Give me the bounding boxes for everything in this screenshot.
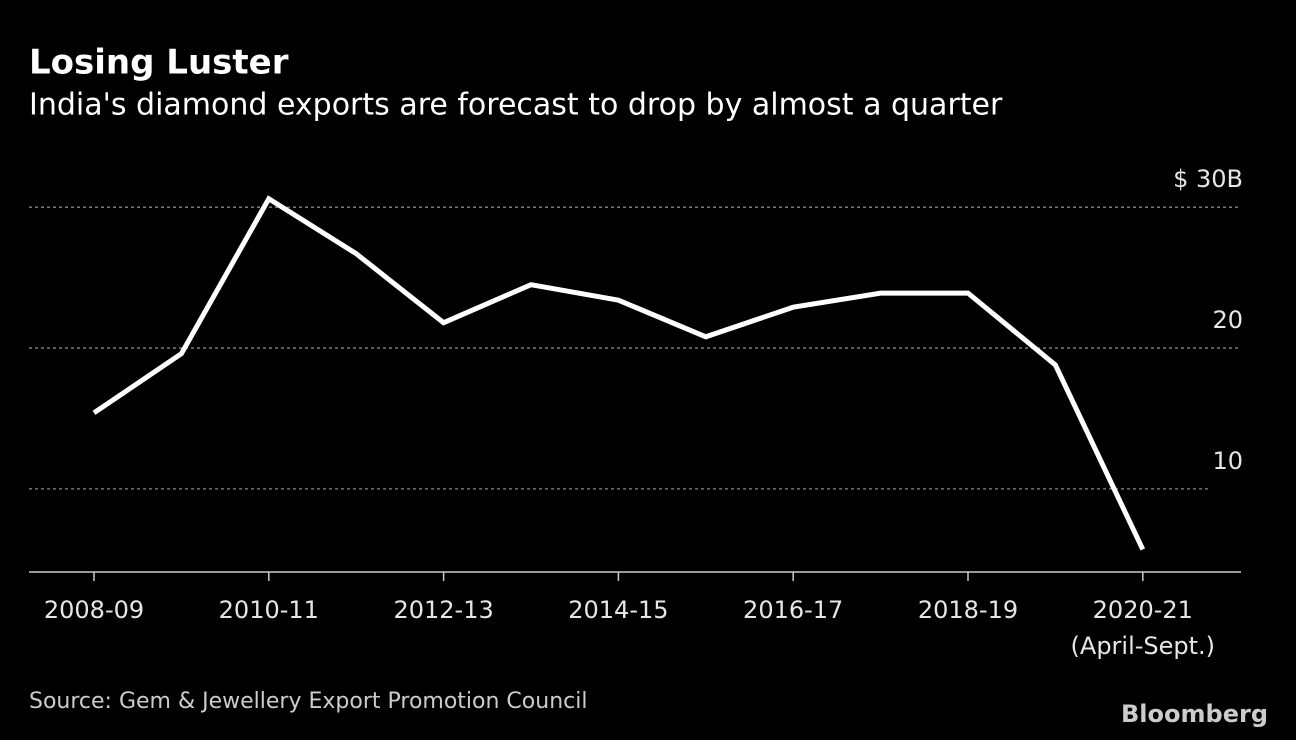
x-tick-label: 2014-15 [568, 596, 668, 624]
y-tick-label: $ 30B [1173, 165, 1243, 193]
x-tick-label: 2008-09 [44, 596, 144, 624]
x-tick-label: 2020-21 [1093, 596, 1193, 624]
x-tick-label: 2012-13 [393, 596, 493, 624]
x-tick-label: 2010-11 [219, 596, 319, 624]
x-tick-label: 2016-17 [743, 596, 843, 624]
chart-subtitle: India's diamond exports are forecast to … [29, 88, 1003, 123]
x-tick-note: (April-Sept.) [1071, 632, 1216, 660]
y-tick-label: 10 [1212, 447, 1243, 475]
brand-logo: Bloomberg [1121, 700, 1268, 728]
line [92, 195, 1146, 551]
x-tick-label: 2018-19 [918, 596, 1018, 624]
y-tick-label: 20 [1212, 306, 1243, 334]
source: Source: Gem & Jewellery Export Promotion… [29, 689, 587, 714]
chart-title: Losing Luster [29, 43, 289, 83]
